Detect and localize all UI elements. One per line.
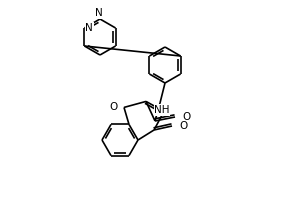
Text: O: O bbox=[110, 102, 118, 112]
Text: N: N bbox=[95, 8, 103, 18]
Text: NH: NH bbox=[154, 105, 170, 115]
Text: O: O bbox=[182, 112, 190, 122]
Text: O: O bbox=[179, 121, 187, 131]
Text: N: N bbox=[85, 23, 93, 33]
